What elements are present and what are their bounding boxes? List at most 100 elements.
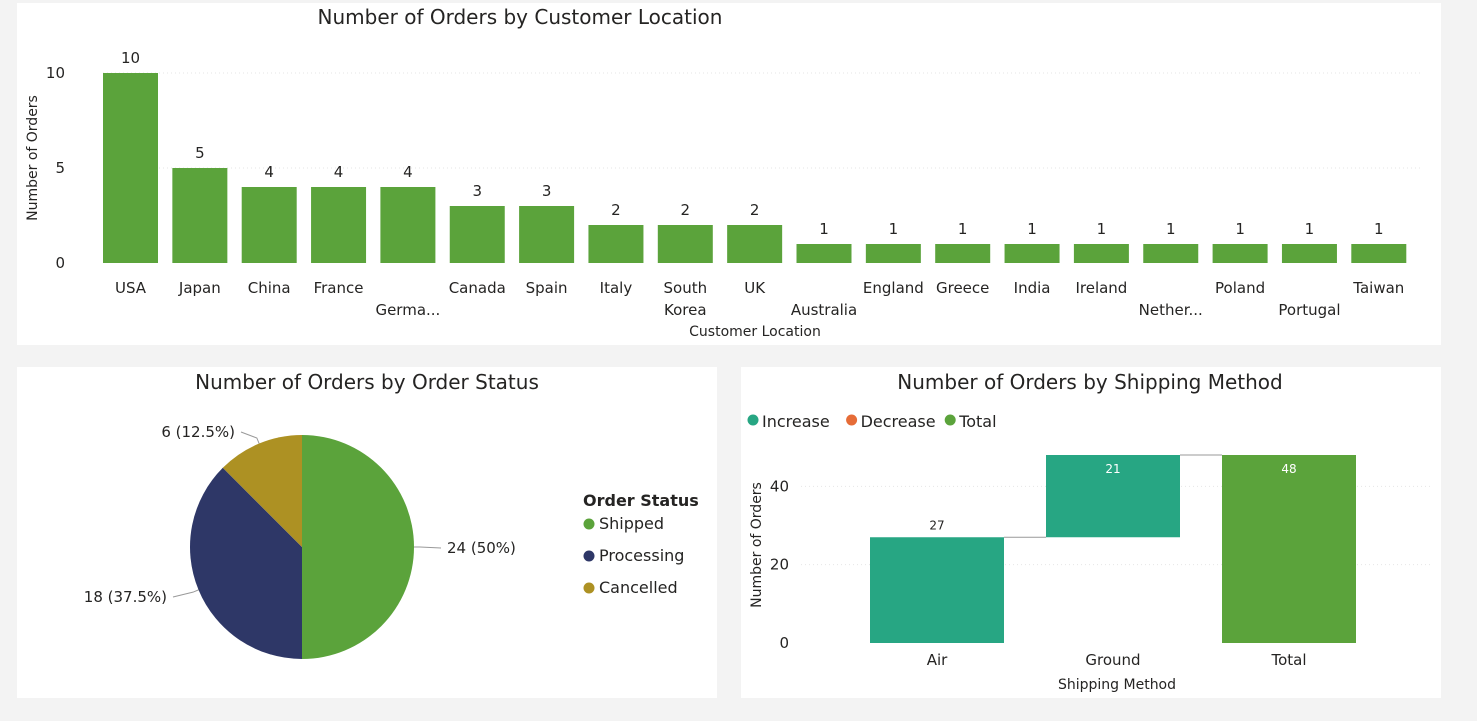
bar-value-label: 1 [1305, 220, 1315, 238]
bar-x-tick-label: Germa... [375, 301, 440, 319]
bar-x-tick-label: Japan [178, 279, 221, 297]
pie-chart: Number of Orders by Order Status 24 (50%… [84, 370, 699, 659]
bar-y-tick-label: 10 [46, 64, 65, 82]
waterfall-x-tick-label: Total [1270, 651, 1306, 669]
bar-chart: Number of Orders by Customer Location Nu… [25, 5, 1423, 340]
bar [1351, 244, 1407, 263]
waterfall-bar [1046, 455, 1180, 538]
bar-x-tick-label: England [863, 279, 924, 297]
bar [588, 225, 644, 263]
waterfall-legend-marker [846, 414, 858, 426]
bar-x-tick-label: Taiwan [1352, 279, 1404, 297]
pie-slice [190, 467, 302, 659]
pie-legend-title: Order Status [583, 491, 699, 510]
waterfall-legend-label: Decrease [861, 412, 936, 431]
pie-chart-title: Number of Orders by Order Status [195, 370, 539, 394]
bar-value-label: 5 [195, 144, 205, 162]
bar-value-label: 4 [334, 163, 344, 181]
waterfall-legend-marker [747, 414, 759, 426]
waterfall-y-tick-label: 40 [770, 477, 789, 495]
waterfall-chart: Number of Orders by Shipping Method Incr… [747, 370, 1431, 693]
bar-value-label: 1 [889, 220, 899, 238]
waterfall-bar [1222, 455, 1356, 643]
bar [449, 206, 505, 263]
bar-value-label: 1 [958, 220, 968, 238]
bar-value-label: 3 [472, 182, 482, 200]
pie-leader-line [240, 431, 260, 444]
waterfall-bar [870, 537, 1004, 643]
pie-legend-label: Shipped [599, 514, 664, 533]
waterfall-chart-panel[interactable]: Number of Orders by Shipping Method Incr… [741, 367, 1441, 698]
bar-y-tick-label: 5 [55, 159, 65, 177]
bar [657, 225, 713, 263]
bar-value-label: 2 [681, 201, 691, 219]
bar-value-label: 4 [264, 163, 274, 181]
bar [1281, 244, 1337, 263]
bar-value-label: 1 [1097, 220, 1107, 238]
bar [1073, 244, 1129, 263]
bar-x-tick-label: UK [744, 279, 766, 297]
bar [311, 187, 367, 263]
bar-chart-title: Number of Orders by Customer Location [318, 5, 723, 29]
pie-legend-marker [583, 582, 595, 594]
bar-x-tick-label: Canada [449, 279, 506, 297]
pie-chart-panel[interactable]: Number of Orders by Order Status 24 (50%… [17, 367, 717, 698]
bar [241, 187, 297, 263]
bar [519, 206, 575, 263]
waterfall-x-tick-label: Ground [1085, 651, 1140, 669]
bar-value-label: 1 [819, 220, 829, 238]
waterfall-chart-title: Number of Orders by Shipping Method [897, 370, 1282, 394]
waterfall-value-label: 27 [929, 518, 944, 532]
pie-legend-label: Cancelled [599, 578, 678, 597]
bar-x-tick-label: France [314, 279, 364, 297]
pie-data-label: 18 (37.5%) [84, 588, 167, 606]
bar [172, 168, 228, 263]
pie-data-label: 6 (12.5%) [161, 423, 235, 441]
pie-legend-marker [583, 550, 595, 562]
bar-x-tick-label: Ireland [1075, 279, 1127, 297]
waterfall-y-tick-label: 0 [779, 634, 789, 652]
bar-x-tick-label: Greece [936, 279, 989, 297]
pie-slice [222, 435, 302, 547]
bar [1004, 244, 1060, 263]
bar [1143, 244, 1199, 263]
bar [103, 73, 158, 263]
waterfall-x-tick-label: Air [927, 651, 948, 669]
bar-x-tick-label: China [248, 279, 291, 297]
pie-legend-marker [583, 518, 595, 530]
bar-value-label: 2 [611, 201, 621, 219]
waterfall-legend-label: Total [958, 412, 996, 431]
bar-value-label: 2 [750, 201, 760, 219]
waterfall-x-axis-label: Shipping Method [1058, 677, 1176, 693]
bar-x-tick-label: Nether... [1139, 301, 1203, 319]
bar-x-axis-label: Customer Location [689, 324, 821, 340]
waterfall-value-label: 21 [1105, 462, 1120, 476]
bar-chart-panel[interactable]: Number of Orders by Customer Location Nu… [17, 3, 1441, 345]
pie-leader-line [414, 546, 442, 549]
waterfall-y-axis-label: Number of Orders [749, 482, 765, 608]
bar-x-tick-label: Spain [526, 279, 568, 297]
bar [380, 187, 436, 263]
bar [935, 244, 991, 263]
bar-value-label: 1 [1374, 220, 1384, 238]
bar-x-tick-label: Portugal [1278, 301, 1340, 319]
waterfall-y-tick-label: 20 [770, 556, 789, 574]
bar-value-label: 10 [121, 49, 140, 67]
bar-value-label: 3 [542, 182, 552, 200]
pie-leader-line [172, 589, 199, 598]
pie-data-label: 24 (50%) [447, 539, 516, 557]
bar-y-tick-label: 0 [55, 254, 65, 272]
bar-x-tick-label: Korea [664, 301, 707, 319]
bar-x-tick-label: Australia [791, 301, 857, 319]
bar [796, 244, 852, 263]
bar-x-tick-label: Poland [1215, 279, 1265, 297]
bar-x-tick-label: Italy [600, 279, 633, 297]
bar-value-label: 1 [1166, 220, 1176, 238]
bar-x-tick-label: India [1014, 279, 1051, 297]
bar-y-axis-label: Number of Orders [25, 95, 41, 221]
waterfall-value-label: 48 [1281, 462, 1296, 476]
waterfall-legend-label: Increase [762, 412, 830, 431]
bar [727, 225, 783, 263]
bar-value-label: 1 [1027, 220, 1037, 238]
bar [865, 244, 921, 263]
